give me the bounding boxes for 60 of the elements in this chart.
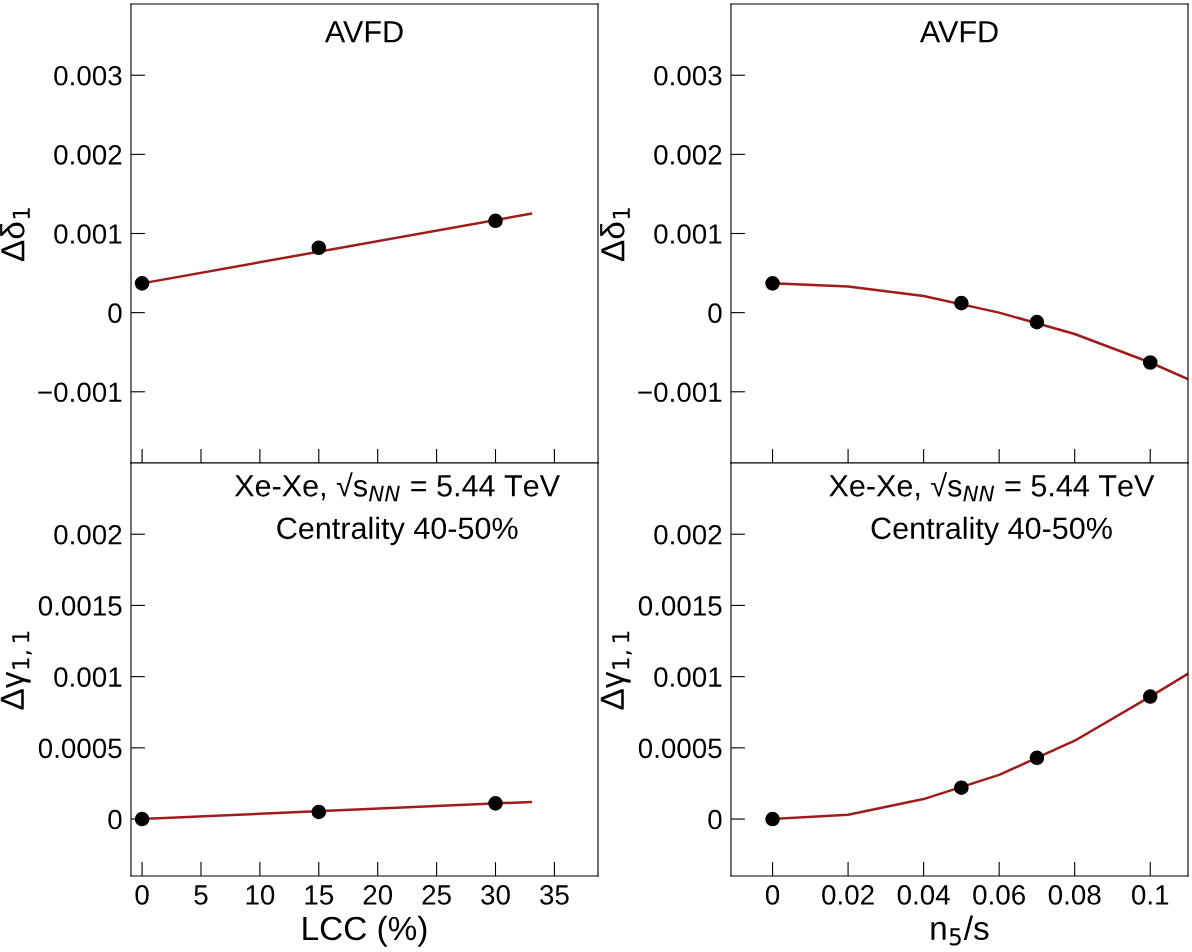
x-tick-label: 25 — [422, 885, 451, 905]
y-tick-label: −0.001 — [38, 382, 122, 403]
point — [765, 811, 780, 827]
point — [765, 276, 780, 291]
y-tick-label: 0 — [108, 303, 122, 323]
x-tick-label: 30 — [481, 885, 510, 905]
y-axis-title: Δδ$_{1}$ — [600, 208, 630, 262]
annotation: Xe-Xe, √s$_{NN}$ = 5.44 TeV — [829, 472, 1155, 502]
y-tick-label: 0.001 — [54, 667, 122, 687]
point — [1142, 355, 1158, 370]
annotation: Centrality 40-50% — [871, 516, 1112, 546]
y-tick-label: 0.001 — [654, 667, 722, 687]
x-tick-label: 0.1 — [1132, 885, 1169, 905]
y-tick-label: 0.002 — [654, 524, 722, 545]
point — [954, 295, 969, 311]
point — [134, 276, 150, 291]
x-tick-label: 35 — [540, 885, 569, 905]
x-tick-label: 20 — [363, 885, 393, 905]
x-tick-label: 0.02 — [822, 885, 874, 905]
point — [311, 804, 327, 820]
y-tick-label: 0.0015 — [38, 596, 122, 616]
x-tick-label: 15 — [305, 885, 334, 905]
x-tick-label: 10 — [246, 885, 275, 905]
y-tick-label: 0.0005 — [38, 738, 122, 759]
y-tick-label: 0 — [708, 303, 722, 323]
point — [311, 240, 327, 256]
annotation: Centrality 40-50% — [277, 516, 518, 546]
chart-title: AVFD — [919, 21, 998, 43]
y-tick-label: 0 — [708, 809, 722, 830]
y-tick-label: 0.003 — [654, 65, 722, 86]
y-tick-label: 0.001 — [54, 224, 122, 244]
annotation: Xe-Xe, √s$_{NN}$ = 5.44 TeV — [234, 472, 560, 502]
y-tick-label: 0 — [108, 809, 122, 830]
x-tick-label: 5 — [194, 885, 208, 905]
y-tick-label: 0.002 — [654, 145, 722, 165]
y-tick-label: 0.0015 — [638, 596, 722, 616]
y-tick-label: −0.001 — [638, 382, 722, 403]
point — [488, 213, 503, 229]
x-tick-label: 0.08 — [1048, 885, 1101, 905]
x-tick-label: 0.06 — [973, 885, 1025, 905]
x-axis-title: LCC (%) — [303, 915, 427, 947]
point — [134, 811, 150, 827]
point — [1029, 314, 1045, 330]
point — [1142, 689, 1158, 704]
y-tick-label: 0.001 — [654, 224, 722, 244]
y-tick-label: 0.0005 — [638, 738, 722, 759]
y-axis-title: Δγ$_{1,1}$ — [600, 631, 632, 710]
x-tick-label: 0 — [765, 885, 780, 905]
point — [488, 796, 503, 811]
chart-title: AVFD — [324, 21, 403, 43]
x-tick-label: 0.04 — [897, 885, 950, 905]
y-tick-label: 0.003 — [54, 65, 122, 86]
point — [1029, 750, 1045, 766]
x-tick-label: 0 — [135, 885, 149, 905]
point — [954, 780, 969, 795]
x-axis-title: n$_{5}$/s — [931, 915, 989, 946]
y-axis-title: Δγ$_{1,1}$ — [0, 631, 32, 710]
y-tick-label: 0.002 — [54, 524, 122, 545]
y-axis-title: Δδ$_{1}$ — [0, 208, 30, 262]
y-tick-label: 0.002 — [54, 145, 122, 165]
